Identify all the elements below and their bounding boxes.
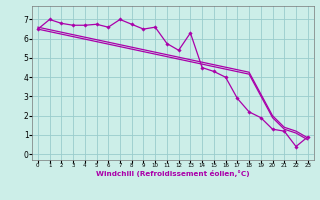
X-axis label: Windchill (Refroidissement éolien,°C): Windchill (Refroidissement éolien,°C) [96, 170, 250, 177]
